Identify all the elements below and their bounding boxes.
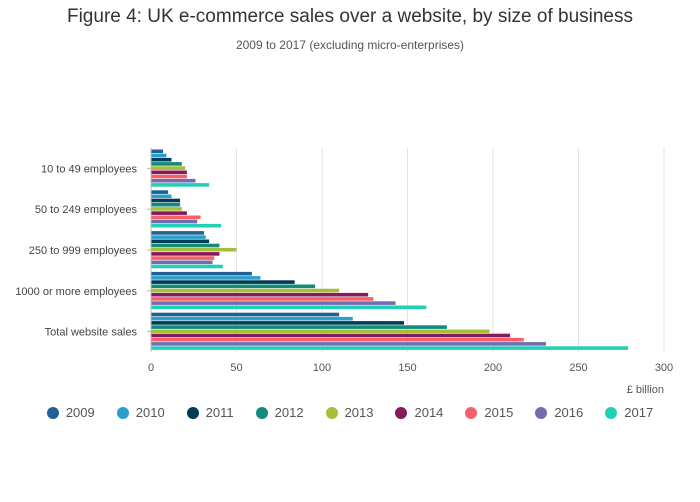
category-label: 10 to 49 employees bbox=[41, 163, 138, 175]
bar-2015 bbox=[151, 297, 374, 301]
bar-2009 bbox=[151, 190, 169, 194]
legend-item-2013[interactable]: 2013 bbox=[325, 405, 374, 420]
x-tick-label: 100 bbox=[313, 362, 331, 374]
bar-2012 bbox=[151, 202, 181, 207]
bar-2014 bbox=[151, 292, 369, 297]
legend-item-2017[interactable]: 2017 bbox=[605, 405, 653, 420]
bar-2013 bbox=[151, 247, 237, 252]
bar-2014 bbox=[151, 170, 187, 175]
x-axis-title: £ billion bbox=[627, 384, 664, 396]
bar-2017 bbox=[151, 346, 629, 350]
x-tick-label: 300 bbox=[655, 362, 673, 374]
chart-plot: 0 50 100 150 200 250 300 £ billion 10 to 49 empl… bbox=[15, 148, 673, 396]
bar-2015 bbox=[151, 174, 187, 179]
legend-swatch bbox=[116, 406, 129, 419]
legend-swatch bbox=[255, 406, 268, 419]
legend-swatch bbox=[395, 406, 408, 419]
bar-2013 bbox=[151, 288, 340, 293]
bar-2009 bbox=[151, 149, 163, 154]
bar-2013 bbox=[151, 329, 490, 334]
x-tick-label: 0 bbox=[148, 362, 154, 374]
bar-2015 bbox=[151, 337, 524, 342]
legend-label: 2012 bbox=[274, 405, 304, 420]
bar-2017 bbox=[151, 223, 222, 228]
legend-label: 2013 bbox=[344, 405, 374, 420]
legend-item-2015[interactable]: 2015 bbox=[465, 405, 513, 420]
legend-item-2014[interactable]: 2014 bbox=[395, 405, 443, 420]
legend-label: 2011 bbox=[205, 405, 234, 420]
bar-2016 bbox=[151, 301, 396, 305]
bar-2010 bbox=[151, 235, 206, 239]
bar-2009 bbox=[151, 231, 205, 235]
bar-2011 bbox=[151, 157, 172, 162]
bar-2011 bbox=[151, 198, 181, 203]
bar-2011 bbox=[151, 239, 210, 244]
category-label: Total website sales bbox=[45, 327, 138, 339]
legend: 2009 2010 2011 2012 2013 2014 2015 2016 2017 bbox=[0, 405, 700, 420]
legend-label: 2017 bbox=[624, 405, 654, 420]
bar-2012 bbox=[151, 284, 316, 289]
bar-2009 bbox=[151, 312, 340, 317]
bar-2016 bbox=[151, 178, 196, 183]
bar-2012 bbox=[151, 162, 182, 166]
bar-2017 bbox=[151, 264, 223, 269]
category-label: 1000 or more employees bbox=[15, 286, 137, 298]
bar-2012 bbox=[151, 325, 447, 329]
legend-item-2016[interactable]: 2016 bbox=[535, 405, 583, 420]
bar-2017 bbox=[151, 305, 427, 310]
axes: 0 50 100 150 200 250 300 £ billion 10 to 49 empl… bbox=[15, 148, 673, 396]
legend-swatch bbox=[186, 406, 199, 419]
bar-2009 bbox=[151, 271, 252, 276]
legend-swatch bbox=[465, 406, 478, 419]
legend-swatch bbox=[605, 406, 618, 419]
chart-title: Figure 4: UK e-commerce sales over a web… bbox=[66, 6, 633, 27]
legend-label: 2016 bbox=[554, 405, 584, 420]
bar-2014 bbox=[151, 252, 220, 256]
bar-2010 bbox=[151, 276, 261, 280]
bar-2013 bbox=[151, 207, 182, 211]
chart-subtitle: 2009 to 2017 (excluding micro-enterprise… bbox=[235, 38, 465, 52]
bar-2014 bbox=[151, 333, 511, 338]
legend-label: 2015 bbox=[484, 405, 514, 420]
bar-2015 bbox=[151, 215, 201, 220]
bar-2015 bbox=[151, 256, 215, 260]
x-tick-label: 150 bbox=[398, 362, 416, 374]
category-label: 250 to 999 employees bbox=[29, 245, 138, 257]
bar-2016 bbox=[151, 342, 547, 346]
legend-item-2012[interactable]: 2012 bbox=[255, 405, 304, 420]
bar-2010 bbox=[151, 194, 172, 199]
bar-2016 bbox=[151, 219, 198, 224]
bar-2010 bbox=[151, 153, 167, 158]
legend-label: 2009 bbox=[65, 405, 95, 420]
legend-item-2011[interactable]: 2011 bbox=[186, 405, 234, 420]
legend-label: 2010 bbox=[135, 405, 165, 420]
bar-2012 bbox=[151, 243, 220, 248]
bar-2014 bbox=[151, 211, 187, 215]
bars bbox=[151, 149, 629, 350]
bar-2017 bbox=[151, 183, 210, 187]
legend-item-2010[interactable]: 2010 bbox=[116, 405, 165, 420]
x-tick-label: 200 bbox=[484, 362, 502, 374]
bar-2011 bbox=[151, 280, 295, 284]
bar-2011 bbox=[151, 321, 405, 325]
x-tick-label: 250 bbox=[569, 362, 587, 374]
category-label: 50 to 249 employees bbox=[35, 204, 138, 216]
legend-swatch bbox=[535, 406, 548, 419]
bar-2016 bbox=[151, 260, 213, 265]
legend-swatch bbox=[46, 406, 59, 419]
bar-2013 bbox=[151, 166, 186, 170]
legend-swatch bbox=[325, 406, 338, 419]
bar-2010 bbox=[151, 316, 353, 321]
legend-item-2009[interactable]: 2009 bbox=[46, 405, 95, 420]
x-tick-label: 50 bbox=[230, 362, 242, 374]
legend-label: 2014 bbox=[414, 405, 444, 420]
